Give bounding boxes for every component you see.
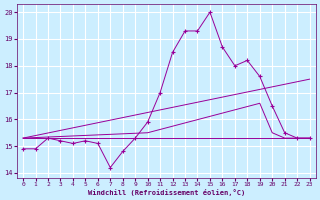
X-axis label: Windchill (Refroidissement éolien,°C): Windchill (Refroidissement éolien,°C) — [88, 189, 245, 196]
